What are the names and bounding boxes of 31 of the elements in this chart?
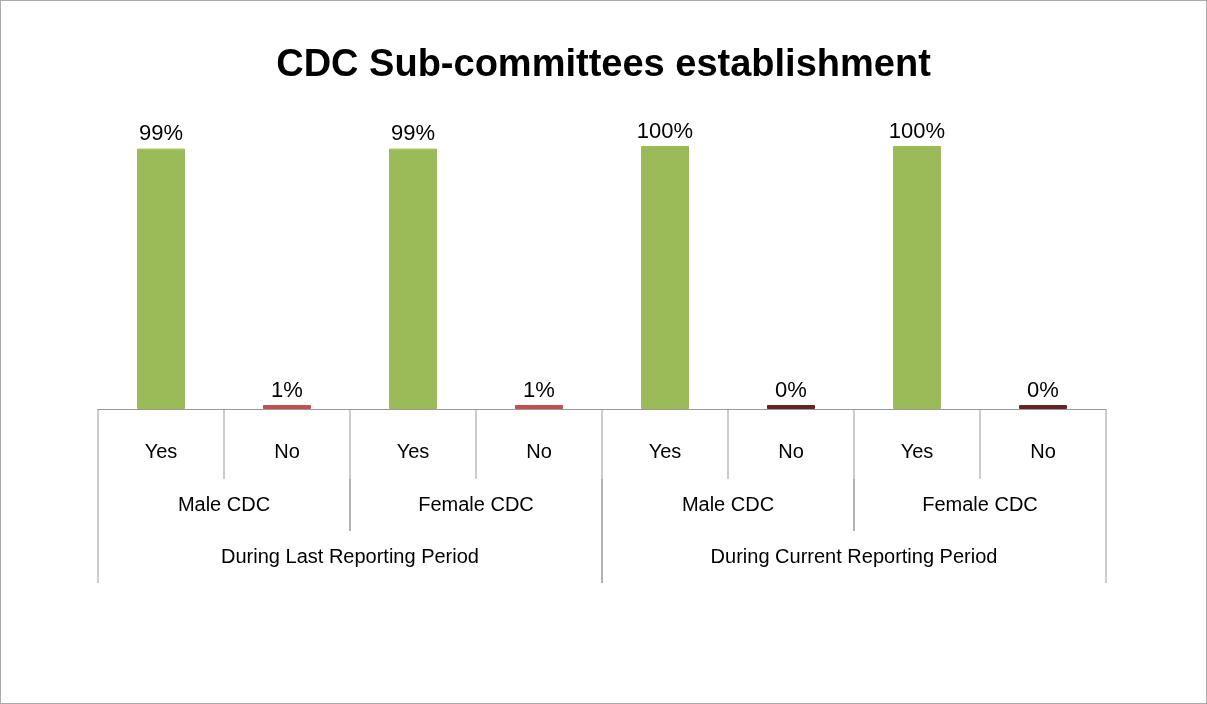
text: Male CDC [681, 493, 775, 515]
data-label: 0% [775, 376, 807, 402]
data-label: 100% [888, 117, 946, 143]
text: During Current Reporting Period [710, 545, 998, 567]
data-label: 99% [138, 120, 184, 146]
text: Female CDC [418, 493, 534, 515]
x-tick-label: No [1030, 440, 1056, 462]
bar [767, 405, 815, 409]
x-tick-label: Yes [144, 440, 178, 462]
data-label: 1% [523, 376, 555, 402]
bar [515, 405, 563, 409]
bar [389, 148, 437, 409]
x-tick-label: No [526, 440, 552, 462]
x-tick-label: No [274, 440, 300, 462]
bar [1019, 405, 1067, 409]
data-label: 99% [390, 120, 436, 146]
data-label: 100% [636, 117, 694, 143]
x-tick-label: Yes [396, 440, 430, 462]
chart-title: CDC Sub-committees establishment [276, 42, 932, 84]
text: Female CDC [922, 493, 1038, 515]
bar [137, 148, 185, 409]
x-tick-label: Yes [648, 440, 682, 462]
x-tick-label: Yes [900, 440, 934, 462]
data-label: 1% [271, 376, 303, 402]
data-label: 0% [1027, 376, 1059, 402]
text: Male CDC [177, 493, 271, 515]
bar [641, 146, 689, 409]
bar [893, 146, 941, 409]
bar [263, 405, 311, 409]
x-tick-label: No [778, 440, 804, 462]
text: During Last Reporting Period [221, 545, 479, 567]
